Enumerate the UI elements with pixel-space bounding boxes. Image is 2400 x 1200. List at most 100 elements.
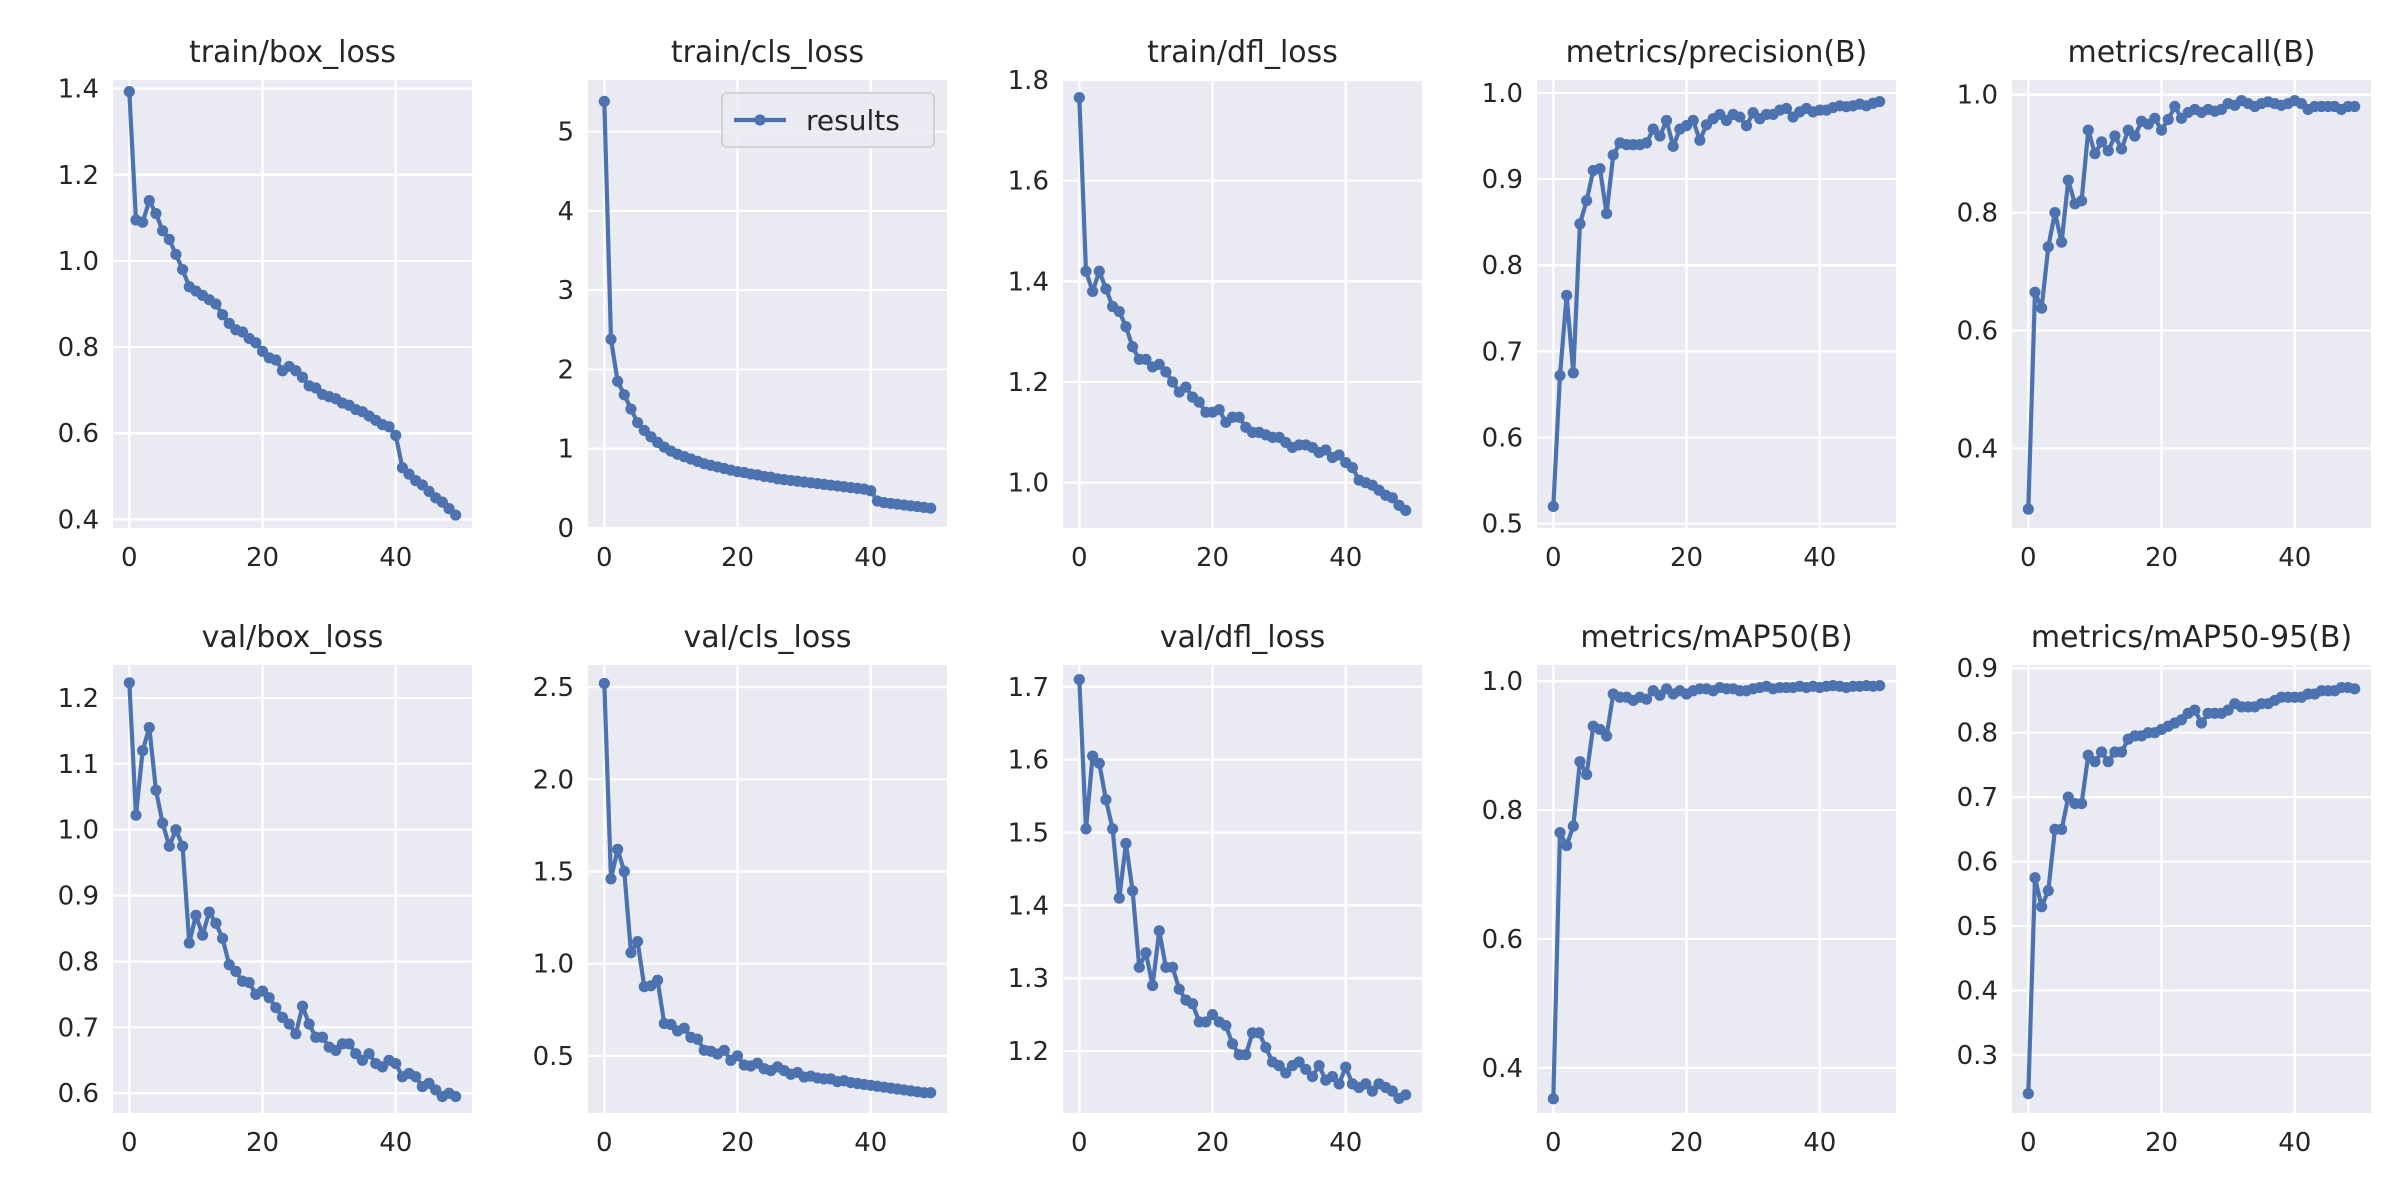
subplot-title: val/dfl_loss [1160, 620, 1325, 655]
data-point [2129, 130, 2141, 142]
subplot-title: val/cls_loss [684, 620, 852, 655]
data-point [1100, 794, 1112, 806]
subplot-5: 0 20 40 0.4 0.6 0.8 1.0 metrics/recall(B) [1957, 35, 2371, 573]
x-tick-label: 20 [2145, 543, 2178, 573]
data-point [678, 1022, 690, 1034]
data-point [143, 721, 155, 734]
data-point [157, 817, 169, 829]
data-point [2022, 503, 2034, 515]
y-tick-label: 0.9 [58, 882, 99, 912]
x-tick-label: 40 [1329, 1128, 1362, 1158]
y-tick-label: 1.5 [533, 857, 574, 887]
data-point [718, 1044, 730, 1056]
plot-area [2012, 80, 2371, 528]
data-point [1200, 1016, 1212, 1028]
y-tick-label: 0.9 [1482, 165, 1523, 195]
y-tick-label: 0.8 [1957, 199, 1998, 229]
y-tick-label: 2.0 [533, 765, 574, 795]
data-point [130, 809, 142, 821]
data-point [177, 840, 189, 852]
subplot-1: 0 20 40 0.4 0.6 0.8 1.0 1.2 1.4 train/box_loss [58, 35, 472, 573]
data-point [1120, 837, 1132, 850]
data-point [216, 309, 229, 321]
subplot-title: train/cls_loss [671, 35, 864, 70]
data-point [1574, 218, 1586, 230]
data-point [137, 216, 149, 228]
data-point [865, 485, 877, 497]
y-tick-label: 1.2 [1008, 1037, 1049, 1067]
y-tick-label: 0.9 [1957, 654, 1998, 684]
data-point [263, 992, 275, 1004]
data-point [1874, 95, 1886, 108]
data-point [1780, 102, 1793, 115]
data-point [250, 337, 262, 349]
data-point [1206, 1009, 1219, 1021]
data-point [1400, 504, 1412, 516]
data-point [632, 935, 644, 948]
data-point [1087, 750, 1099, 762]
data-point [1366, 1085, 1378, 1097]
data-point [1581, 768, 1593, 781]
x-tick-label: 0 [1545, 1128, 1562, 1158]
data-point [2036, 302, 2048, 314]
y-tick-label: 1.4 [1008, 891, 1049, 921]
legend-label: results [806, 104, 900, 137]
data-point [450, 509, 462, 521]
data-point [625, 947, 637, 959]
data-point [2155, 124, 2168, 136]
data-point [2076, 195, 2088, 207]
subplot-4: 0 20 40 0.5 0.6 0.7 0.8 0.9 1.0 metrics/precision… [1482, 35, 1896, 573]
data-point [1153, 925, 1165, 937]
data-point [1253, 1027, 1265, 1039]
data-point [1306, 1070, 1319, 1083]
subplot-title: metrics/mAP50-95(B) [2031, 620, 2352, 655]
data-point [1687, 114, 1699, 127]
y-tick-label: 3 [557, 276, 574, 306]
data-point [1226, 1038, 1239, 1050]
data-point [410, 1071, 422, 1083]
data-point [2089, 148, 2101, 160]
data-point [210, 917, 222, 929]
data-point [1313, 1060, 1325, 1072]
data-point [1233, 411, 1245, 423]
subplot-3: 0 20 40 1.0 1.2 1.4 1.6 1.8 train/dfl_loss [1008, 35, 1422, 573]
y-tick-label: 0.8 [58, 333, 99, 363]
data-point [625, 403, 637, 415]
y-tick-label: 1.2 [1008, 368, 1049, 398]
data-point [1400, 1089, 1412, 1101]
data-point [290, 1028, 302, 1040]
data-point [2029, 872, 2041, 884]
x-tick-label: 0 [596, 1128, 613, 1158]
data-point [1360, 1078, 1372, 1090]
data-point [1133, 961, 1145, 973]
y-tick-label: 0.8 [1482, 796, 1523, 826]
legend-box [721, 92, 935, 148]
data-point [2102, 756, 2114, 768]
y-tick-label: 0.4 [1957, 977, 1998, 1007]
y-tick-label: 0.7 [1482, 337, 1523, 367]
x-tick-label: 0 [2020, 1128, 2037, 1158]
data-point [150, 784, 162, 796]
y-tick-label: 0.6 [1957, 317, 1998, 347]
data-point [1220, 1019, 1232, 1032]
x-tick-label: 0 [596, 543, 613, 573]
subplot-8: 0 20 40 1.2 1.3 1.4 1.5 1.6 1.7 val/dfl_loss [1008, 620, 1422, 1158]
y-tick-label: 1.2 [58, 684, 99, 714]
x-tick-label: 20 [721, 543, 754, 573]
data-point [296, 371, 309, 383]
subplot-title: train/box_loss [189, 35, 396, 70]
data-point [177, 263, 189, 276]
data-point [1120, 321, 1132, 333]
subplot-title: metrics/mAP50(B) [1580, 620, 1852, 655]
data-point [2349, 683, 2361, 695]
subplot-10: 0 20 40 0.3 0.4 0.5 0.6 0.7 0.8 0.9 metrics/mAP50-… [1957, 620, 2371, 1158]
y-tick-label: 1.0 [58, 816, 99, 846]
data-point [390, 429, 402, 441]
data-point [652, 974, 664, 986]
y-tick-label: 0.4 [1957, 434, 1998, 464]
data-point [1640, 693, 1653, 705]
x-tick-label: 20 [1196, 1128, 1229, 1158]
y-tick-label: 2.5 [533, 673, 574, 703]
